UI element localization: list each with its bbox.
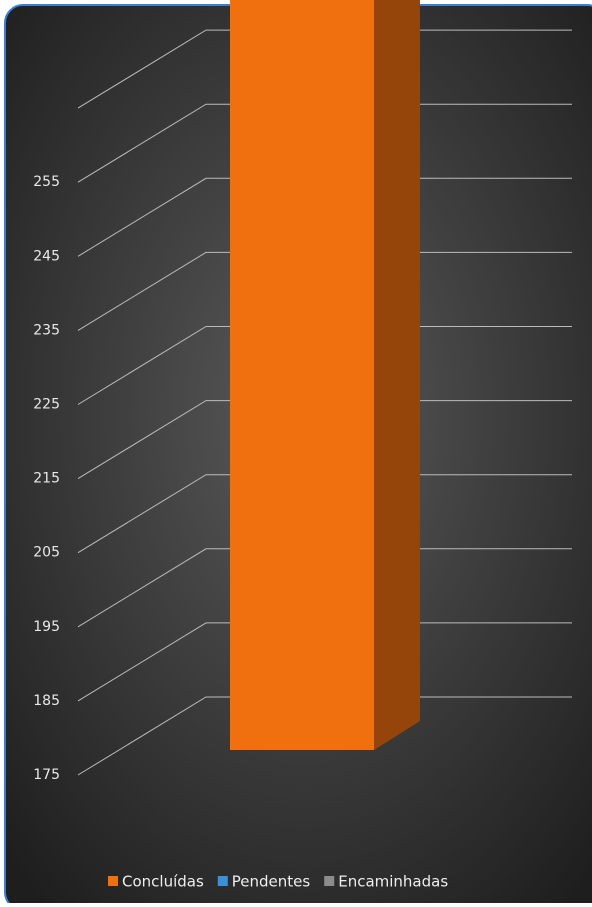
legend-label: Concluídas [122,873,204,891]
y-tick-label: 205 [33,545,60,561]
legend-swatch [324,876,335,886]
grid-line [77,326,572,405]
grid-line [77,622,572,702]
grid-line [77,103,572,183]
y-tick-label: 195 [33,619,60,635]
y-tick-label: 255 [33,174,60,190]
legend-swatch [108,876,118,886]
grid-line [77,400,572,480]
grid-line [77,251,572,331]
legend-label: Pendentes [232,873,311,891]
y-tick-label: 185 [33,693,60,709]
legend-swatch [217,876,228,886]
y-tick-label: 235 [33,322,60,338]
bar-segment [230,0,374,750]
y-tick-label: 225 [33,397,60,413]
wall-edge [77,29,572,109]
grid-line [77,696,572,776]
bar-side [374,0,420,750]
legend-label: Encaminhadas [338,873,448,891]
y-tick-label: 245 [33,248,60,264]
y-tick-label: 175 [33,767,60,783]
y-tick-label: 215 [33,471,60,487]
grid-line [77,474,572,554]
grid-line [77,548,572,628]
grid-line [77,177,572,257]
